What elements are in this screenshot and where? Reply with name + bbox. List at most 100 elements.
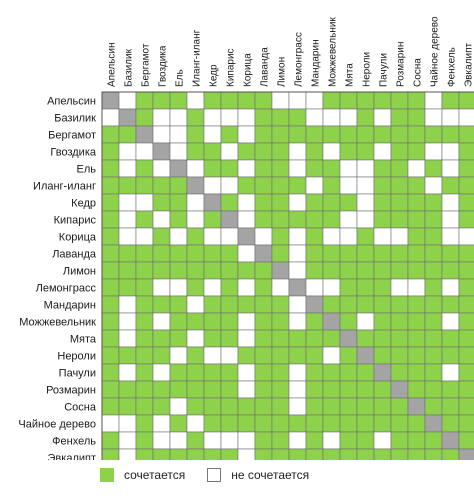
legend: сочетается не сочетается xyxy=(100,468,331,482)
matrix-cell xyxy=(305,397,324,416)
matrix-cell xyxy=(356,125,375,144)
matrix-cell xyxy=(339,278,358,297)
matrix-cell xyxy=(373,312,392,331)
row-label: Гвоздика xyxy=(50,147,96,159)
matrix-cell xyxy=(424,176,443,195)
matrix-cell xyxy=(458,380,474,399)
column-label: Эвкалипт xyxy=(464,43,474,87)
matrix-cell xyxy=(203,244,222,263)
matrix-cell xyxy=(305,329,324,348)
matrix-cell xyxy=(169,346,188,365)
matrix-cell xyxy=(288,159,307,178)
matrix-cell xyxy=(322,312,341,331)
matrix-cell xyxy=(152,210,171,229)
matrix-cell xyxy=(441,176,460,195)
column-label: Кедр xyxy=(209,64,220,87)
matrix-cell xyxy=(441,159,460,178)
matrix-cell xyxy=(458,244,474,263)
matrix-cell xyxy=(407,414,426,433)
matrix-cell xyxy=(152,159,171,178)
matrix-cell xyxy=(169,414,188,433)
matrix-cell xyxy=(339,329,358,348)
matrix-cell xyxy=(271,227,290,246)
matrix-cell xyxy=(356,329,375,348)
matrix-cell xyxy=(424,448,443,467)
matrix-cell xyxy=(254,448,273,467)
matrix-cell xyxy=(441,193,460,212)
matrix-cell xyxy=(390,346,409,365)
matrix-cell xyxy=(118,295,137,314)
matrix-cell xyxy=(118,363,137,382)
matrix-cell xyxy=(152,295,171,314)
matrix-cell xyxy=(339,414,358,433)
matrix-cell xyxy=(101,159,120,178)
matrix-cell xyxy=(424,397,443,416)
matrix-cell xyxy=(339,108,358,127)
matrix-cell xyxy=(186,261,205,280)
matrix-cell xyxy=(271,431,290,450)
matrix-cell xyxy=(135,448,154,467)
matrix-cell xyxy=(339,91,358,110)
matrix-cell xyxy=(203,125,222,144)
matrix-cell xyxy=(101,448,120,467)
column-label: Сосна xyxy=(413,58,424,87)
matrix-cell xyxy=(254,244,273,263)
row-label: Чайное дерево xyxy=(18,419,96,431)
matrix-cell xyxy=(118,261,137,280)
matrix-cell xyxy=(169,329,188,348)
matrix-cell xyxy=(373,142,392,161)
column-label: Мята xyxy=(345,63,356,87)
column-label: Ель xyxy=(175,69,186,87)
legend-swatch-no-match xyxy=(207,468,222,482)
matrix-cell xyxy=(101,363,120,382)
matrix-cell xyxy=(237,210,256,229)
matrix-cell xyxy=(322,91,341,110)
matrix-cell xyxy=(356,159,375,178)
matrix-cell xyxy=(356,295,375,314)
matrix-cell xyxy=(390,227,409,246)
matrix-cell xyxy=(305,261,324,280)
matrix-cell xyxy=(203,380,222,399)
matrix-cell xyxy=(373,278,392,297)
matrix-cell xyxy=(407,431,426,450)
matrix-cell xyxy=(152,312,171,331)
matrix-cell xyxy=(254,142,273,161)
matrix-cell xyxy=(203,142,222,161)
matrix-cell xyxy=(322,363,341,382)
matrix-cell xyxy=(322,431,341,450)
matrix-cell xyxy=(152,414,171,433)
matrix-cell xyxy=(390,448,409,467)
matrix-cell xyxy=(203,210,222,229)
matrix-cell xyxy=(152,91,171,110)
matrix-cell xyxy=(458,278,474,297)
matrix-cell xyxy=(305,363,324,382)
matrix-cell xyxy=(186,108,205,127)
matrix-cell xyxy=(441,329,460,348)
matrix-cell xyxy=(407,176,426,195)
matrix-cell xyxy=(441,227,460,246)
matrix-cell xyxy=(237,380,256,399)
matrix-cell xyxy=(169,91,188,110)
matrix-cell xyxy=(373,244,392,263)
matrix-cell xyxy=(322,346,341,365)
matrix-cell xyxy=(271,176,290,195)
matrix-cell xyxy=(356,227,375,246)
matrix-cell xyxy=(254,193,273,212)
matrix-cell xyxy=(186,125,205,144)
matrix-cell xyxy=(237,414,256,433)
matrix-cell xyxy=(356,91,375,110)
matrix-cell xyxy=(254,312,273,331)
matrix-cell xyxy=(118,244,137,263)
matrix-cell xyxy=(101,414,120,433)
matrix-cell xyxy=(203,261,222,280)
matrix-cell xyxy=(356,380,375,399)
matrix-cell xyxy=(237,261,256,280)
matrix-cell xyxy=(152,142,171,161)
matrix-cell xyxy=(356,312,375,331)
matrix-cell xyxy=(322,397,341,416)
matrix-cell xyxy=(152,108,171,127)
matrix-cell xyxy=(271,159,290,178)
matrix-cell xyxy=(169,193,188,212)
matrix-cell xyxy=(305,295,324,314)
compatibility-matrix: Апельсин Базилик Бергамот Гвоздика Ель Иланг-… xyxy=(18,16,474,467)
